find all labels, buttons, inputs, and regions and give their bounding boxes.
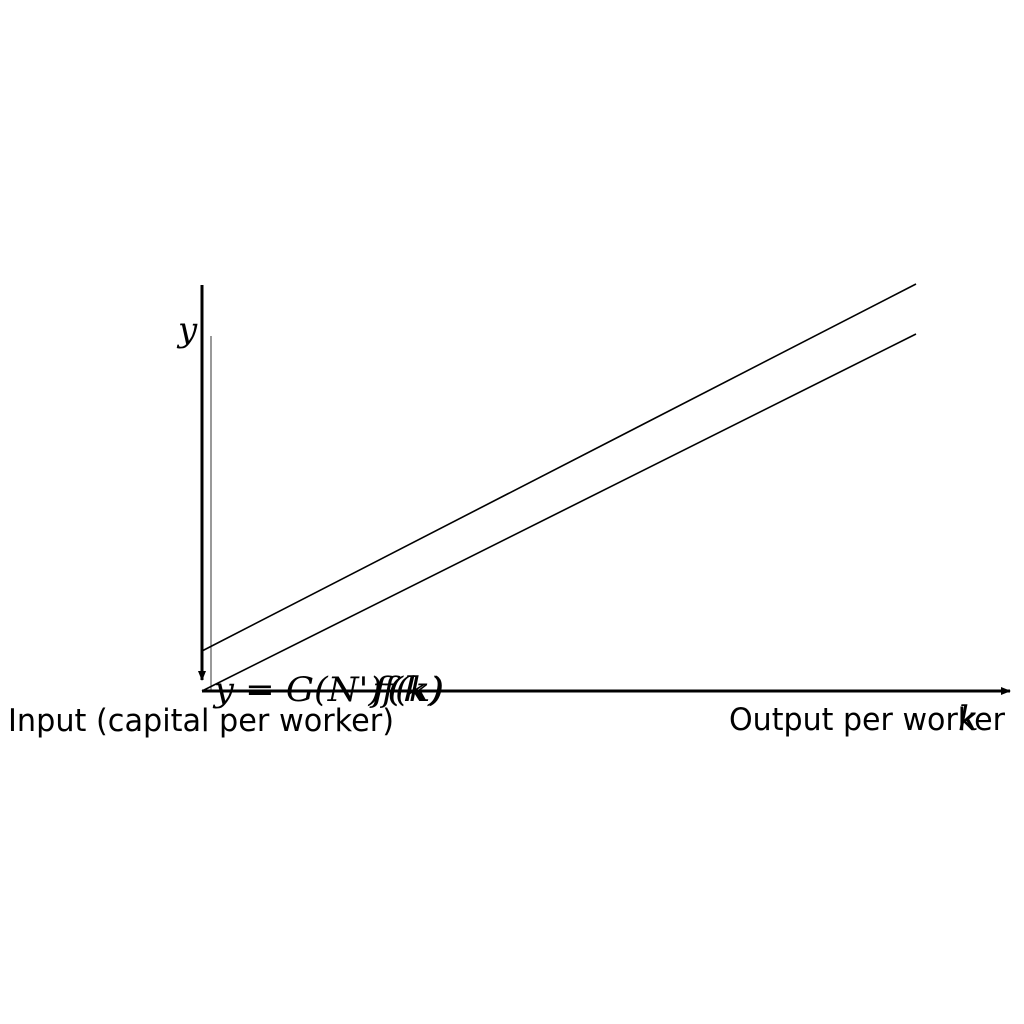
y-axis-symbol: y <box>176 310 198 350</box>
curve-label-upper: y = G(N')f(k) <box>212 670 444 710</box>
x-axis-symbol: k <box>958 699 979 739</box>
x-axis-label: Output per worker <box>729 702 1005 738</box>
y-axis-label: Input (capital per worker) <box>8 703 394 739</box>
lower-production-line <box>201 333 917 692</box>
upper-production-line <box>201 283 917 652</box>
curve-label-lower: f(k) <box>368 670 444 710</box>
